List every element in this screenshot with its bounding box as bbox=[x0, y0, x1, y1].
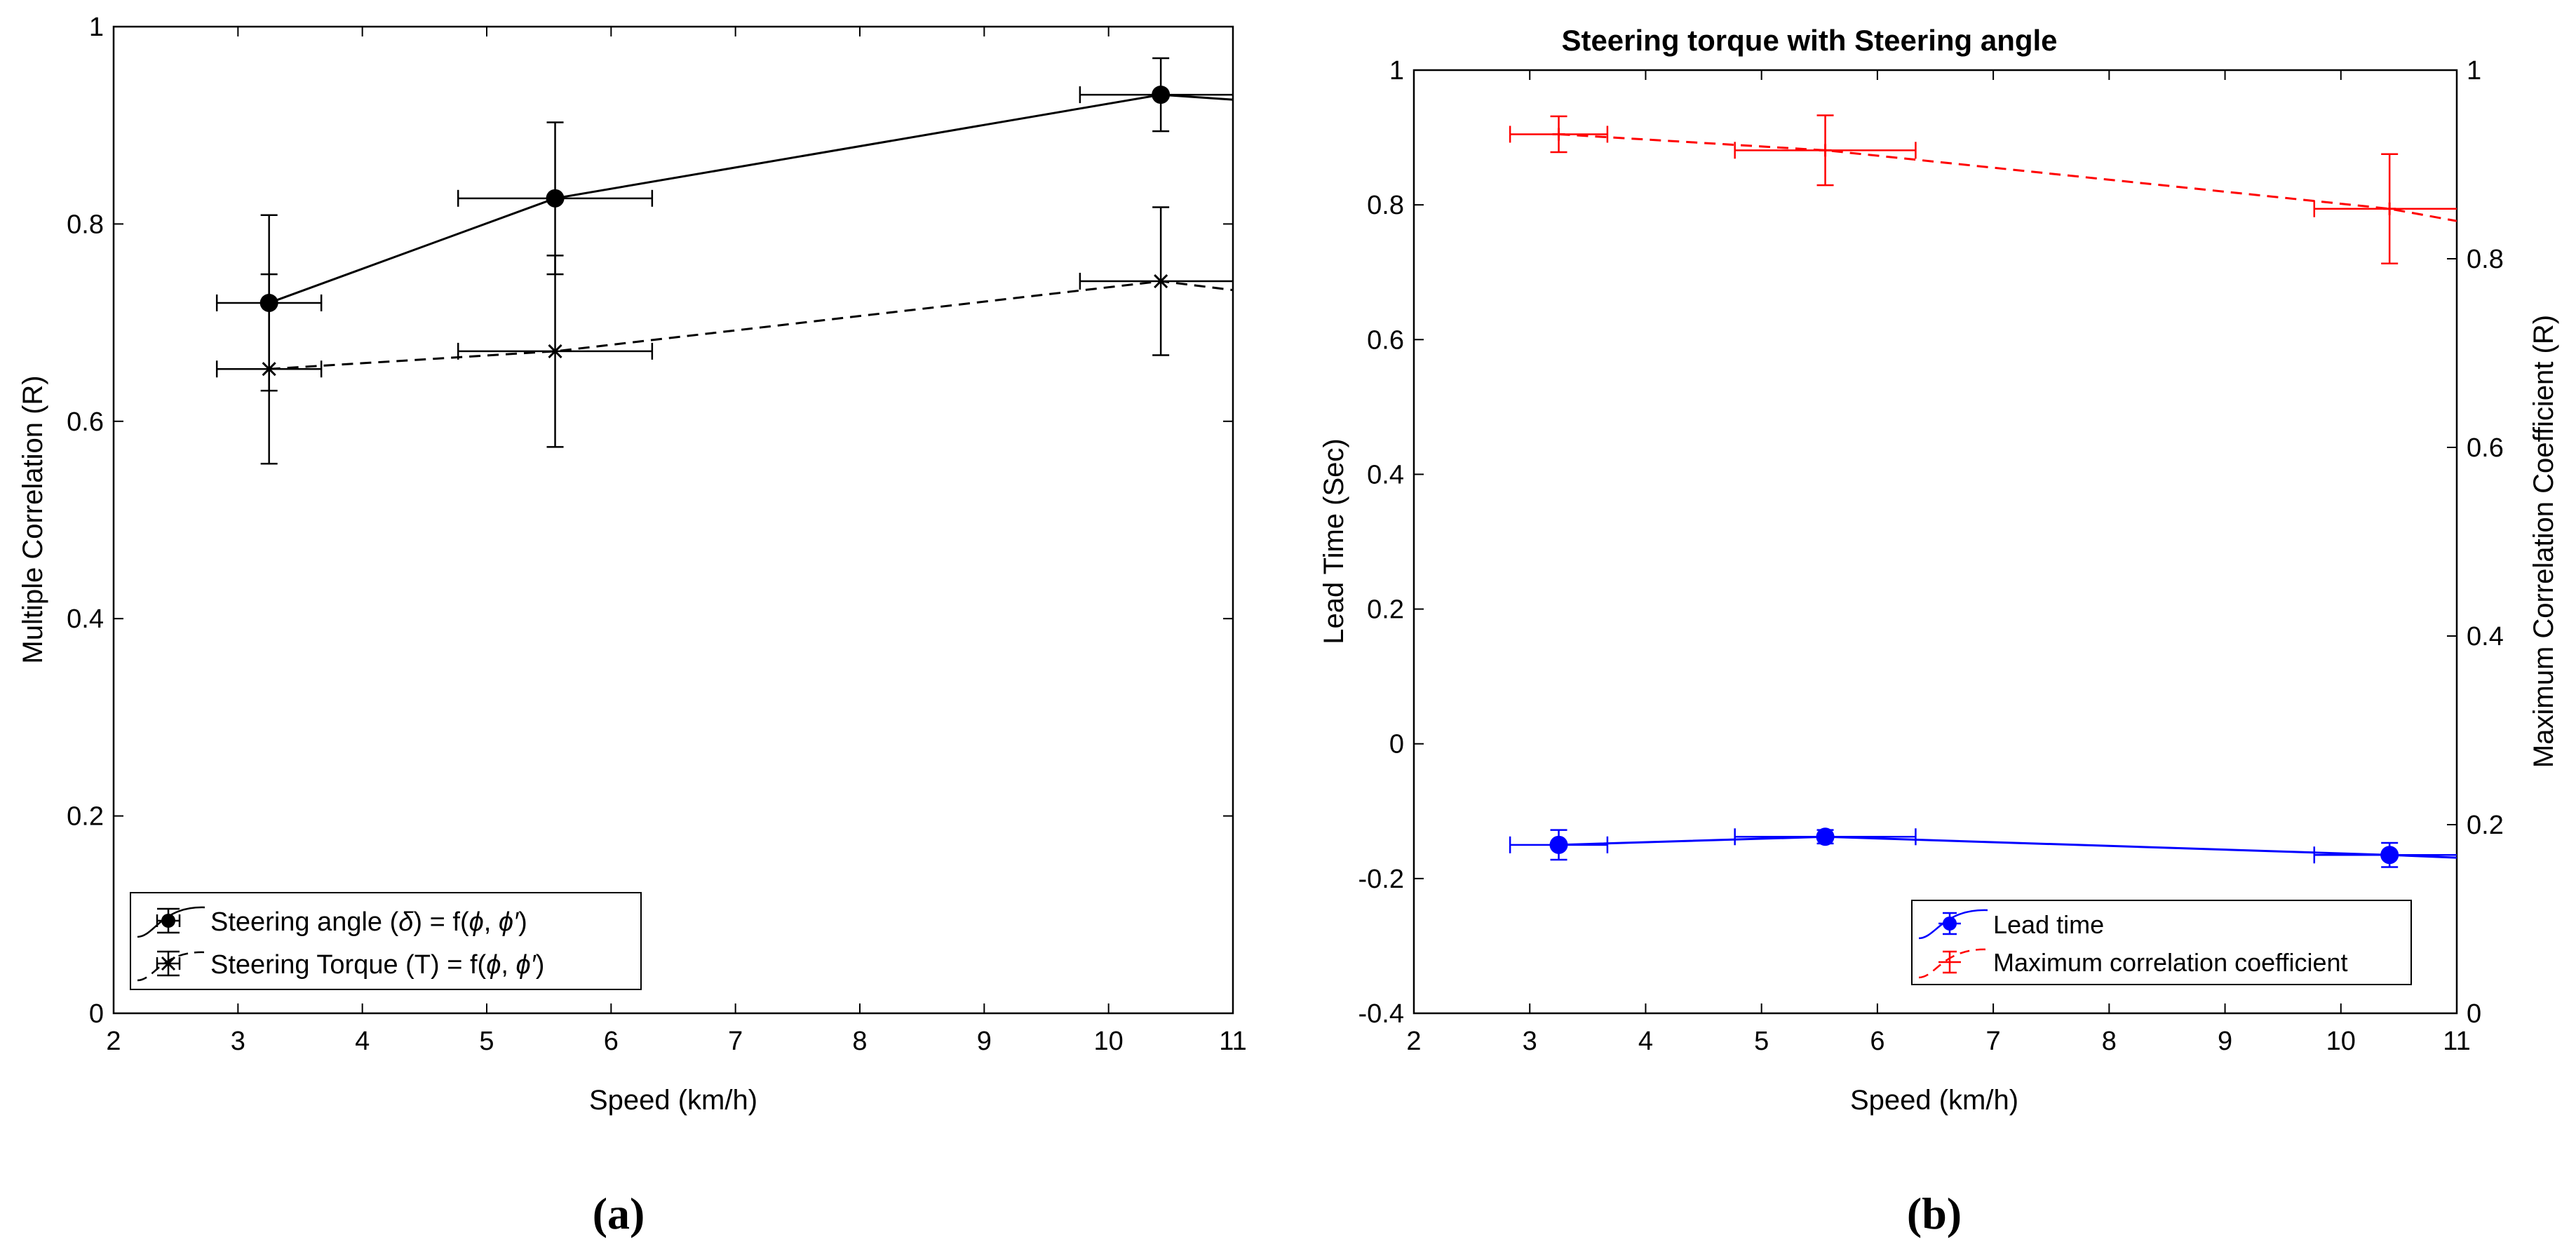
x-tick-label: 11 bbox=[1219, 1027, 1246, 1056]
x-tick-label: 6 bbox=[1870, 1027, 1884, 1056]
series-steering-torque bbox=[215, 206, 1233, 465]
panel-b-series bbox=[1509, 114, 2457, 868]
x-tick-label: 10 bbox=[1094, 1027, 1124, 1056]
series-lead-time bbox=[1509, 827, 2457, 868]
y-tick-label: 0.2 bbox=[67, 802, 104, 832]
x-tick-label: 7 bbox=[728, 1027, 743, 1056]
data-point-marker bbox=[1552, 128, 1565, 141]
series-steering-angle bbox=[215, 57, 1233, 392]
panel-b-title: Steering torque with Steering angle bbox=[1561, 24, 2057, 57]
data-point-marker bbox=[2383, 202, 2396, 215]
x-tick-label: 4 bbox=[355, 1027, 370, 1056]
x-tick-label: 7 bbox=[1986, 1027, 2001, 1056]
y-tick-label: -0.4 bbox=[1358, 999, 1404, 1029]
x-tick-label: 6 bbox=[604, 1027, 619, 1056]
panel-a-label: (a) bbox=[593, 1189, 645, 1238]
y-tick-label: 1 bbox=[1389, 56, 1404, 86]
data-point-marker bbox=[1154, 273, 1168, 289]
y2-tick-label: 0.4 bbox=[2467, 622, 2504, 651]
panel-a-y-axis-label: Multiple Correlation (R) bbox=[18, 375, 48, 663]
series-line-steering-angle bbox=[269, 93, 1233, 304]
x-tick-label: 8 bbox=[852, 1027, 867, 1056]
x-tick-label: 3 bbox=[231, 1027, 245, 1056]
panel-b-y2-axis-label: Maximum Correlation Coefficient (R) bbox=[2528, 315, 2559, 768]
panel-b-plot-frame bbox=[1412, 69, 2458, 1015]
y-tick-label: 0.8 bbox=[67, 210, 104, 239]
legend-sample-lead-time bbox=[1918, 909, 1988, 940]
panel-b-tick-labels: 2 3 4 5 6 7 8 9 10 11-0.4-0.200.20.40.60.8100.20.… bbox=[1358, 56, 2504, 1056]
panel-a-ticks bbox=[113, 26, 1234, 1014]
y-tick-label: 0.4 bbox=[1367, 460, 1404, 489]
data-point-marker bbox=[1152, 86, 1171, 104]
panel-b-chart: Steering torque with Steering angle 2 3 4 5… bbox=[1319, 24, 2559, 1238]
y-tick-label: 0 bbox=[89, 999, 104, 1029]
x-tick-label: 2 bbox=[1406, 1027, 1421, 1056]
data-point-marker bbox=[262, 362, 276, 377]
series-line-maximum-correlation-coefficient bbox=[1558, 133, 2457, 222]
panel-a-tick-labels: 2 3 4 5 6 7 8 9 10 11 0 0.2 0.4 0.6 0.8 1 bbox=[67, 13, 1247, 1056]
y-tick-label: 0.8 bbox=[1367, 191, 1404, 220]
legend-sample-max-correlation bbox=[1918, 948, 1988, 979]
y2-tick-label: 0.2 bbox=[2467, 811, 2504, 840]
x-tick-label: 11 bbox=[2443, 1027, 2470, 1056]
panel-a-legend-box bbox=[130, 892, 642, 990]
y2-tick-label: 0 bbox=[2467, 999, 2481, 1029]
panel-a-series bbox=[215, 57, 1233, 465]
panel-b-label: (b) bbox=[1907, 1189, 1962, 1238]
x-tick-label: 3 bbox=[1523, 1027, 1537, 1056]
legend-sample-steering-angle bbox=[137, 906, 205, 938]
data-point-marker bbox=[1549, 835, 1568, 854]
panel-b-legend: Lead time Maximum correlation coefficien… bbox=[1911, 900, 2412, 985]
x-tick-label: 5 bbox=[1754, 1027, 1769, 1056]
legend-label-steering-angle: Steering angle (δ) = f(ϕ, ϕ′) bbox=[210, 907, 527, 937]
panel-b-ticks bbox=[1413, 69, 2457, 1014]
data-point-marker bbox=[1819, 144, 1832, 157]
legend-label-lead-time: Lead time bbox=[1993, 910, 2104, 939]
panel-a-plot-frame bbox=[112, 25, 1234, 1015]
x-tick-label: 8 bbox=[2102, 1027, 2117, 1056]
legend-label-max-correlation: Maximum correlation coefficient bbox=[1993, 948, 2348, 977]
series-maximum-correlation-coefficient bbox=[1509, 114, 2457, 264]
panel-a-x-axis-label: Speed (km/h) bbox=[589, 1085, 757, 1116]
x-tick-label: 9 bbox=[2218, 1027, 2232, 1056]
series-line-steering-torque bbox=[269, 280, 1233, 370]
data-point-marker bbox=[546, 189, 565, 208]
y2-tick-label: 0.6 bbox=[2467, 433, 2504, 463]
y2-tick-label: 0.8 bbox=[2467, 245, 2504, 274]
y-tick-label: 0.4 bbox=[67, 604, 104, 634]
y2-tick-label: 1 bbox=[2467, 56, 2481, 86]
x-tick-label: 10 bbox=[2326, 1027, 2356, 1056]
y-tick-label: -0.2 bbox=[1358, 865, 1404, 894]
data-point-marker bbox=[1816, 827, 1835, 846]
panel-b-x-axis-label: Speed (km/h) bbox=[1850, 1085, 2018, 1116]
panel-a-legend: Steering angle (δ) = f(ϕ, ϕ′) Steering T… bbox=[130, 892, 642, 990]
data-point-marker bbox=[2380, 846, 2399, 865]
y-tick-label: 0.6 bbox=[67, 407, 104, 437]
panel-b-y-axis-label: Lead Time (Sec) bbox=[1319, 438, 1349, 644]
legend-sample-steering-torque bbox=[137, 950, 205, 982]
x-tick-label: 4 bbox=[1638, 1027, 1653, 1056]
x-tick-label: 2 bbox=[106, 1027, 121, 1056]
data-point-marker bbox=[548, 344, 562, 358]
y-tick-label: 0.6 bbox=[1367, 325, 1404, 355]
series-line-lead-time bbox=[1558, 835, 2457, 859]
y-tick-label: 0 bbox=[1389, 730, 1404, 759]
x-tick-label: 9 bbox=[977, 1027, 992, 1056]
y-tick-label: 0.2 bbox=[1367, 595, 1404, 625]
legend-label-steering-torque: Steering Torque (T) = f(ϕ, ϕ′) bbox=[210, 950, 544, 980]
x-tick-label: 5 bbox=[479, 1027, 494, 1056]
panel-b-legend-box bbox=[1911, 900, 2412, 985]
y-tick-label: 1 bbox=[89, 13, 104, 42]
